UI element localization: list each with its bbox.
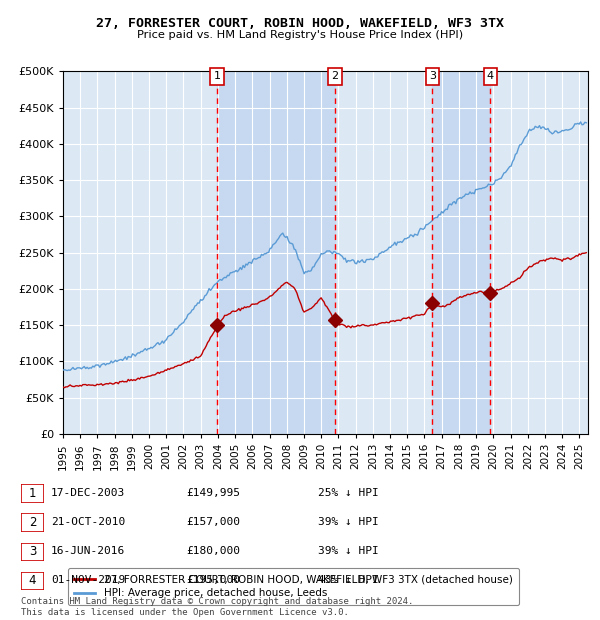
Text: 39% ↓ HPI: 39% ↓ HPI: [318, 517, 379, 527]
Text: 39% ↓ HPI: 39% ↓ HPI: [318, 546, 379, 556]
Text: 1: 1: [29, 487, 36, 500]
Text: 17-DEC-2003: 17-DEC-2003: [51, 488, 125, 498]
Text: 16-JUN-2016: 16-JUN-2016: [51, 546, 125, 556]
Legend: 27, FORRESTER COURT, ROBIN HOOD, WAKEFIELD, WF3 3TX (detached house), HPI: Avera: 27, FORRESTER COURT, ROBIN HOOD, WAKEFIE…: [68, 568, 519, 604]
Text: 1: 1: [214, 71, 221, 81]
Text: £149,995: £149,995: [186, 488, 240, 498]
Text: £157,000: £157,000: [186, 517, 240, 527]
Text: £195,000: £195,000: [186, 575, 240, 585]
Text: 4: 4: [29, 575, 36, 587]
Text: 3: 3: [429, 71, 436, 81]
Text: 21-OCT-2010: 21-OCT-2010: [51, 517, 125, 527]
Text: Price paid vs. HM Land Registry's House Price Index (HPI): Price paid vs. HM Land Registry's House …: [137, 30, 463, 40]
Text: Contains HM Land Registry data © Crown copyright and database right 2024.
This d: Contains HM Land Registry data © Crown c…: [21, 598, 413, 617]
Text: 27, FORRESTER COURT, ROBIN HOOD, WAKEFIELD, WF3 3TX: 27, FORRESTER COURT, ROBIN HOOD, WAKEFIE…: [96, 17, 504, 30]
Text: 3: 3: [29, 546, 36, 558]
Bar: [217, 71, 335, 434]
Text: 25% ↓ HPI: 25% ↓ HPI: [318, 488, 379, 498]
Bar: [433, 71, 490, 434]
Text: 2: 2: [29, 516, 36, 529]
Text: £180,000: £180,000: [186, 546, 240, 556]
Text: 4: 4: [487, 71, 494, 81]
Text: 2: 2: [331, 71, 338, 81]
Text: 43% ↓ HPI: 43% ↓ HPI: [318, 575, 379, 585]
Text: 01-NOV-2019: 01-NOV-2019: [51, 575, 125, 585]
